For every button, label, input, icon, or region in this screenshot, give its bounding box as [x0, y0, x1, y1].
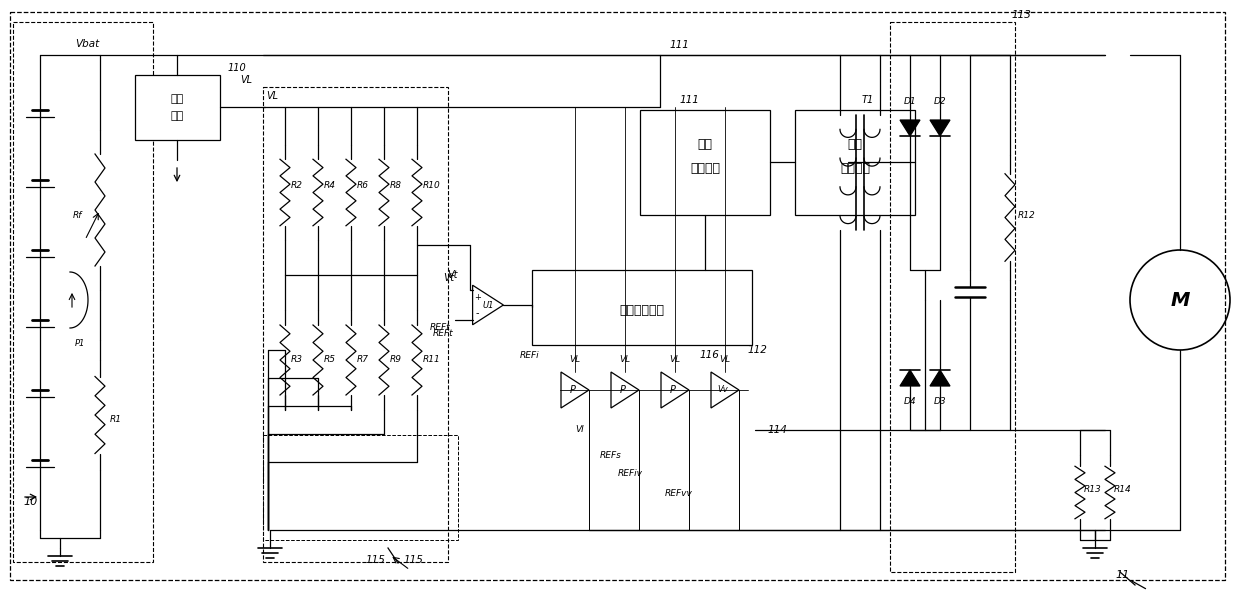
Polygon shape — [711, 372, 739, 408]
Text: 111: 111 — [670, 40, 689, 50]
Text: REFt: REFt — [429, 323, 450, 332]
Polygon shape — [661, 372, 689, 408]
Polygon shape — [900, 370, 920, 386]
Bar — [795, 110, 915, 215]
Text: 11: 11 — [1115, 570, 1130, 580]
Text: D1: D1 — [904, 98, 916, 107]
Text: R7: R7 — [357, 356, 370, 365]
Text: R10: R10 — [423, 181, 440, 190]
Bar — [12, 22, 153, 562]
Text: VL: VL — [719, 356, 730, 365]
Text: P: P — [570, 385, 575, 395]
Text: VL: VL — [241, 75, 252, 85]
Text: R4: R4 — [324, 181, 336, 190]
Text: P: P — [620, 385, 626, 395]
Text: 115: 115 — [403, 555, 423, 565]
Text: R14: R14 — [1114, 486, 1132, 495]
Text: P: P — [670, 385, 676, 395]
Text: 111: 111 — [680, 95, 699, 105]
Bar — [263, 87, 448, 562]
Text: VL: VL — [569, 356, 580, 365]
Text: P1: P1 — [74, 340, 86, 348]
Text: 稳压: 稳压 — [170, 94, 184, 104]
Text: Rf: Rf — [73, 210, 82, 220]
Text: VI: VI — [575, 426, 584, 434]
Text: 10: 10 — [24, 497, 37, 507]
Text: Vbat: Vbat — [74, 39, 99, 49]
Text: VL: VL — [620, 356, 631, 365]
Text: 112: 112 — [748, 345, 768, 355]
Text: 功率放大: 功率放大 — [839, 162, 870, 174]
Text: 110: 110 — [228, 63, 247, 73]
Text: R6: R6 — [357, 181, 370, 190]
Text: 振荡控制电路: 振荡控制电路 — [620, 304, 665, 317]
Text: 振荡电路: 振荡电路 — [689, 162, 720, 174]
Text: R8: R8 — [391, 181, 402, 190]
Text: D2: D2 — [934, 98, 946, 107]
Text: REFiv: REFiv — [618, 468, 644, 478]
Text: D3: D3 — [934, 398, 946, 406]
Text: R11: R11 — [423, 356, 440, 365]
Text: R13: R13 — [1084, 486, 1102, 495]
Text: 高频: 高频 — [847, 138, 863, 151]
Text: REFi: REFi — [520, 351, 539, 359]
Text: VL: VL — [670, 356, 681, 365]
Polygon shape — [472, 285, 503, 325]
Bar — [890, 22, 1016, 572]
Text: REFvv: REFvv — [665, 489, 693, 498]
Text: T1: T1 — [862, 95, 874, 105]
Text: REFs: REFs — [600, 451, 622, 459]
Text: +: + — [474, 293, 481, 301]
Polygon shape — [611, 372, 639, 408]
Text: VL: VL — [267, 91, 278, 101]
Text: REFt: REFt — [433, 329, 453, 339]
Polygon shape — [900, 120, 920, 136]
Text: R3: R3 — [291, 356, 303, 365]
Polygon shape — [930, 120, 950, 136]
Bar — [640, 110, 770, 215]
Text: 115: 115 — [365, 555, 384, 565]
Text: 高频: 高频 — [697, 138, 713, 151]
Text: R5: R5 — [324, 356, 336, 365]
Text: U1: U1 — [482, 301, 494, 309]
Bar — [263, 435, 458, 540]
Bar — [532, 270, 751, 345]
Text: 模块: 模块 — [170, 111, 184, 121]
Text: R9: R9 — [391, 356, 402, 365]
Text: Vv: Vv — [718, 386, 728, 395]
Text: R2: R2 — [291, 181, 303, 190]
Bar — [135, 75, 219, 140]
Text: 116: 116 — [701, 350, 720, 360]
Polygon shape — [930, 370, 950, 386]
Text: R1: R1 — [110, 415, 122, 425]
Text: Vt: Vt — [448, 270, 458, 280]
Text: 114: 114 — [768, 425, 787, 435]
Text: D4: D4 — [904, 398, 916, 406]
Polygon shape — [560, 372, 589, 408]
Text: 113: 113 — [1012, 10, 1032, 20]
Text: M: M — [1171, 290, 1189, 309]
Text: R12: R12 — [1018, 210, 1035, 220]
Text: Vt: Vt — [443, 273, 454, 283]
Text: -: - — [476, 308, 480, 318]
